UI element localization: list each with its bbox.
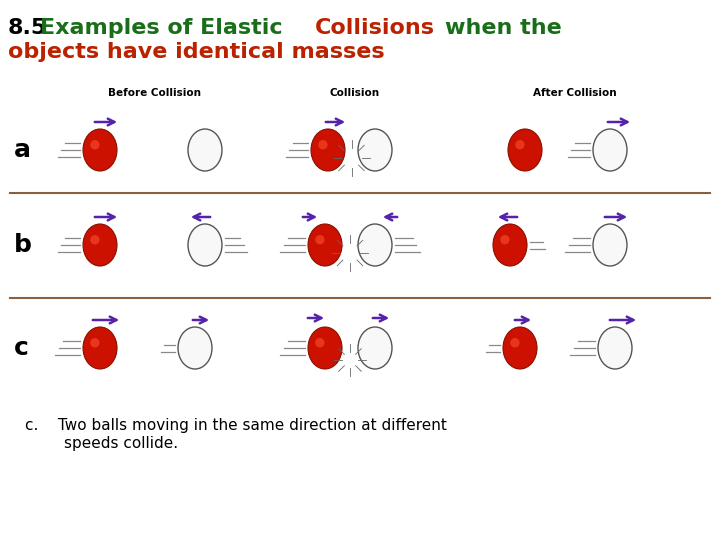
Ellipse shape [593,129,627,171]
Ellipse shape [200,239,217,260]
Text: speeds collide.: speeds collide. [25,436,178,451]
Ellipse shape [308,327,342,369]
Ellipse shape [308,224,342,266]
Ellipse shape [358,129,392,171]
Ellipse shape [83,327,117,369]
Ellipse shape [610,342,627,363]
Ellipse shape [516,140,525,150]
Ellipse shape [178,327,212,369]
Ellipse shape [593,224,627,266]
Ellipse shape [598,327,632,369]
Text: when the: when the [445,18,562,38]
Ellipse shape [315,235,325,245]
Ellipse shape [370,342,387,363]
Ellipse shape [510,338,520,347]
Text: c: c [14,336,29,360]
Text: 8.5: 8.5 [8,18,48,38]
Ellipse shape [318,140,328,150]
Ellipse shape [90,235,99,245]
Ellipse shape [358,224,392,266]
Text: Before Collision: Before Collision [109,88,202,98]
Ellipse shape [200,144,217,165]
Ellipse shape [358,327,392,369]
Ellipse shape [500,235,510,245]
Text: a: a [14,138,31,162]
Ellipse shape [83,129,117,171]
Ellipse shape [90,338,99,347]
Ellipse shape [190,342,207,363]
Ellipse shape [311,129,345,171]
Text: Collisions: Collisions [315,18,435,38]
Ellipse shape [90,140,99,150]
Text: c.    Two balls moving in the same direction at different: c. Two balls moving in the same directio… [25,418,447,433]
Ellipse shape [83,224,117,266]
Ellipse shape [605,239,622,260]
Text: Examples of Elastic: Examples of Elastic [40,18,283,38]
Text: Collision: Collision [330,88,380,98]
Ellipse shape [503,327,537,369]
Ellipse shape [370,239,387,260]
Ellipse shape [188,129,222,171]
Ellipse shape [188,224,222,266]
Text: b: b [14,233,32,257]
Text: objects have identical masses: objects have identical masses [8,42,384,62]
Ellipse shape [493,224,527,266]
Ellipse shape [605,144,622,165]
Text: After Collision: After Collision [534,88,617,98]
Ellipse shape [315,338,325,347]
Ellipse shape [370,144,387,165]
Ellipse shape [508,129,542,171]
